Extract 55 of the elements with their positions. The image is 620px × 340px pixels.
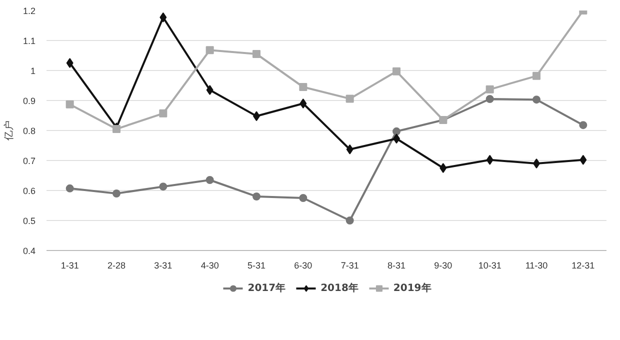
y-tick-label: 0.6 <box>22 186 36 196</box>
y-tick-label: 1 <box>30 66 36 76</box>
y-tick-label: 0.7 <box>22 156 36 166</box>
point <box>346 144 354 154</box>
y-tick-label: 0.4 <box>22 246 36 256</box>
point <box>66 58 74 68</box>
point <box>486 154 494 165</box>
point <box>346 216 354 224</box>
point <box>112 125 120 133</box>
point <box>392 127 400 136</box>
point <box>486 95 494 103</box>
y-tick-label: 1.1 <box>22 36 36 46</box>
point <box>532 72 540 80</box>
point <box>346 94 354 103</box>
point <box>532 96 540 104</box>
point <box>66 184 74 192</box>
point <box>533 158 540 168</box>
point <box>580 154 587 165</box>
point <box>160 12 167 22</box>
x-tick-label: 8-31 <box>387 260 406 270</box>
legend-label: 2019年 <box>393 282 432 295</box>
point <box>206 85 214 95</box>
point <box>392 67 400 76</box>
point <box>486 85 494 94</box>
y-tick-label: 1.2 <box>22 6 36 16</box>
x-tick-label: 10-31 <box>478 260 502 270</box>
point <box>66 100 74 108</box>
y-tick-label: 0.5 <box>22 216 36 226</box>
point <box>206 46 214 54</box>
legend-label: 2017年 <box>248 282 286 295</box>
point <box>159 182 168 191</box>
x-tick-label: 7-31 <box>340 260 359 270</box>
x-tick-label: 1-31 <box>60 260 79 270</box>
y-tick-label: 0.9 <box>22 96 36 106</box>
x-tick-label: 4-30 <box>200 260 219 270</box>
x-tick-label: 11-30 <box>525 260 548 270</box>
point <box>159 109 168 118</box>
point <box>252 192 260 200</box>
x-tick-label: 2-28 <box>107 260 126 270</box>
x-tick-label: 6-30 <box>294 260 312 270</box>
point <box>299 83 308 91</box>
x-tick-label: 3-31 <box>154 260 172 270</box>
point <box>300 98 307 108</box>
x-tick-label: 5-31 <box>247 260 266 270</box>
point <box>299 194 308 202</box>
point <box>440 163 447 173</box>
point <box>112 190 120 198</box>
y-tick-label: 0.8 <box>22 126 36 136</box>
legend-label: 2018年 <box>320 282 358 295</box>
x-tick-label: 9-30 <box>434 260 452 270</box>
point <box>252 50 260 58</box>
y-axis-title: 亿户 <box>2 120 15 142</box>
x-tick-label: 12-31 <box>572 260 595 270</box>
point <box>579 121 588 130</box>
point <box>206 176 214 184</box>
